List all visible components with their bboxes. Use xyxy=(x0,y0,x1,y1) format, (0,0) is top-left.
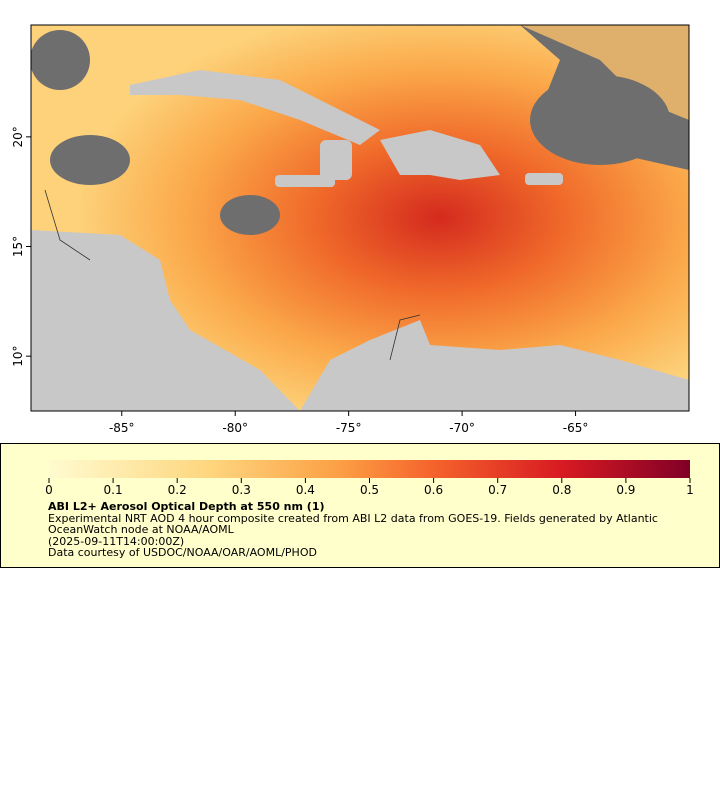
colorbar-tick-label: 0.7 xyxy=(488,483,507,497)
colorbar-tick-label: 0.2 xyxy=(168,483,187,497)
legend-title: ABI L2+ Aerosol Optical Depth at 550 nm … xyxy=(48,500,325,513)
map-image xyxy=(31,25,689,411)
map-frame xyxy=(30,24,690,412)
colorbar-tick-label: 0.1 xyxy=(104,483,123,497)
map-panel: -85° -80° -75° -70° -65° 10° 15° 20° xyxy=(11,24,690,435)
x-tick-label: -65° xyxy=(563,421,589,435)
legend-credit: Data courtesy of USDOC/NOAA/OAR/AOML/PHO… xyxy=(48,546,317,559)
x-tick-label: -70° xyxy=(449,421,475,435)
colorbar-tick-label: 0.8 xyxy=(552,483,571,497)
legend-time: (2025-09-11T14:00:00Z) xyxy=(48,534,185,548)
legend-box: 0 0.1 0.2 0.3 0.4 0.5 0.6 0.7 0.8 0.9 1 ABI L2+ Ae… xyxy=(0,443,720,568)
colorbar-tick-label: 1 xyxy=(686,483,694,497)
x-tick-label: -75° xyxy=(336,421,362,435)
y-tick-label: 20° xyxy=(11,126,25,147)
colorbar-tick-label: 0.6 xyxy=(424,483,443,497)
colorbar: 0 0.1 0.2 0.3 0.4 0.5 0.6 0.7 0.8 0.9 1 xyxy=(45,460,694,497)
colorbar-tick-label: 0 xyxy=(45,483,53,497)
x-tick-label: -80° xyxy=(222,421,248,435)
colorbar-tick-label: 0.4 xyxy=(296,483,315,497)
y-tick-label: 10° xyxy=(11,346,25,367)
colorbar-tick-label: 0.9 xyxy=(616,483,635,497)
colorbar-ramp xyxy=(49,460,690,478)
x-tick-label: -85° xyxy=(109,421,135,435)
colorbar-tick-label: 0.3 xyxy=(232,483,251,497)
legend-description: Experimental NRT AOD 4 hour composite cr… xyxy=(48,511,658,536)
y-tick-label: 15° xyxy=(11,236,25,257)
colorbar-tick-label: 0.5 xyxy=(360,483,379,497)
legend-text: ABI L2+ Aerosol Optical Depth at 550 nm … xyxy=(48,501,688,559)
